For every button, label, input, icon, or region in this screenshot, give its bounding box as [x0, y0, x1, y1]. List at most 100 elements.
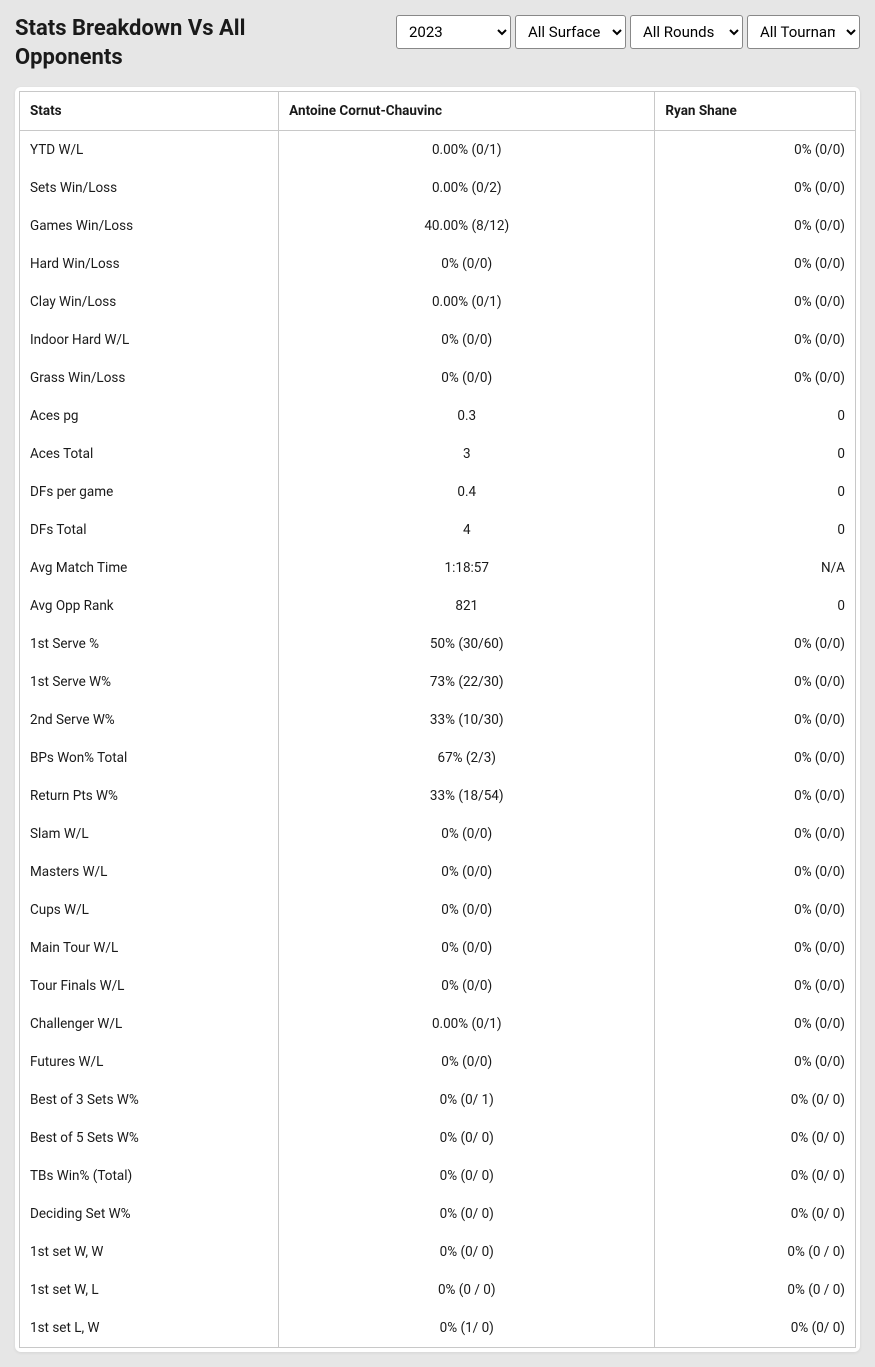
- stat-value-player1: 0% (0 / 0): [279, 1271, 655, 1309]
- col-header-player1: Antoine Cornut-Chauvinc: [279, 92, 655, 131]
- stat-value-player1: 0% (0/ 0): [279, 1119, 655, 1157]
- stat-label: Avg Match Time: [20, 549, 279, 587]
- stat-value-player1: 0% (0/0): [279, 853, 655, 891]
- table-row: Best of 3 Sets W%0% (0/ 1)0% (0/ 0): [20, 1081, 856, 1119]
- col-header-player2: Ryan Shane: [655, 92, 856, 131]
- table-row: Tour Finals W/L0% (0/0)0% (0/0): [20, 967, 856, 1005]
- stat-label: Grass Win/Loss: [20, 359, 279, 397]
- stat-label: Masters W/L: [20, 853, 279, 891]
- stat-value-player1: 3: [279, 435, 655, 473]
- stat-label: Clay Win/Loss: [20, 283, 279, 321]
- col-header-stats: Stats: [20, 92, 279, 131]
- table-row: Challenger W/L0.00% (0/1)0% (0/0): [20, 1005, 856, 1043]
- stat-value-player2: 0% (0/0): [655, 625, 856, 663]
- stat-value-player1: 0.00% (0/1): [279, 283, 655, 321]
- table-row: Grass Win/Loss0% (0/0)0% (0/0): [20, 359, 856, 397]
- table-row: 2nd Serve W%33% (10/30)0% (0/0): [20, 701, 856, 739]
- stat-value-player2: 0% (0/0): [655, 207, 856, 245]
- stat-label: Aces Total: [20, 435, 279, 473]
- round-select[interactable]: All Rounds: [630, 15, 743, 49]
- table-row: 1st set W, W0% (0/ 0)0% (0 / 0): [20, 1233, 856, 1271]
- stat-label: Best of 3 Sets W%: [20, 1081, 279, 1119]
- stat-value-player2: 0% (0/0): [655, 701, 856, 739]
- stat-value-player2: 0% (0/0): [655, 131, 856, 170]
- tournament-select[interactable]: All Tournaments: [747, 15, 860, 49]
- table-row: 1st Serve %50% (30/60)0% (0/0): [20, 625, 856, 663]
- table-row: Hard Win/Loss0% (0/0)0% (0/0): [20, 245, 856, 283]
- stat-value-player1: 4: [279, 511, 655, 549]
- table-row: Slam W/L0% (0/0)0% (0/0): [20, 815, 856, 853]
- stat-value-player1: 0% (0/0): [279, 321, 655, 359]
- table-row: Aces pg0.30: [20, 397, 856, 435]
- stat-label: 1st Serve %: [20, 625, 279, 663]
- surface-select[interactable]: All Surfaces: [515, 15, 626, 49]
- stat-label: YTD W/L: [20, 131, 279, 170]
- stat-value-player2: 0% (0/ 0): [655, 1157, 856, 1195]
- table-row: Deciding Set W%0% (0/ 0)0% (0/ 0): [20, 1195, 856, 1233]
- stat-value-player2: 0% (0/0): [655, 815, 856, 853]
- stat-label: DFs Total: [20, 511, 279, 549]
- table-row: Avg Opp Rank8210: [20, 587, 856, 625]
- stat-value-player2: 0% (0/0): [655, 967, 856, 1005]
- stat-value-player2: 0: [655, 435, 856, 473]
- stat-value-player2: 0% (0/0): [655, 1043, 856, 1081]
- table-row: 1st set L, W0% (1/ 0)0% (0/ 0): [20, 1309, 856, 1348]
- stat-value-player1: 0% (1/ 0): [279, 1309, 655, 1348]
- stat-label: Sets Win/Loss: [20, 169, 279, 207]
- stat-value-player2: 0: [655, 587, 856, 625]
- stat-value-player1: 0.4: [279, 473, 655, 511]
- stat-value-player1: 50% (30/60): [279, 625, 655, 663]
- table-row: BPs Won% Total67% (2/3)0% (0/0): [20, 739, 856, 777]
- stat-value-player2: 0% (0/0): [655, 739, 856, 777]
- table-row: TBs Win% (Total)0% (0/ 0)0% (0/ 0): [20, 1157, 856, 1195]
- stat-label: Tour Finals W/L: [20, 967, 279, 1005]
- stat-value-player1: 0.00% (0/1): [279, 131, 655, 170]
- stat-value-player1: 0% (0/ 0): [279, 1195, 655, 1233]
- stat-label: Cups W/L: [20, 891, 279, 929]
- stat-value-player1: 33% (18/54): [279, 777, 655, 815]
- stat-label: Best of 5 Sets W%: [20, 1119, 279, 1157]
- filter-bar: 2023 All Surfaces All Rounds All Tournam…: [396, 15, 860, 49]
- stat-value-player2: 0% (0/ 0): [655, 1309, 856, 1348]
- table-row: Games Win/Loss40.00% (8/12)0% (0/0): [20, 207, 856, 245]
- stat-value-player2: 0% (0/0): [655, 1005, 856, 1043]
- stat-value-player2: 0% (0 / 0): [655, 1271, 856, 1309]
- stat-label: Return Pts W%: [20, 777, 279, 815]
- stat-value-player2: 0% (0/0): [655, 169, 856, 207]
- stat-value-player2: 0% (0 / 0): [655, 1233, 856, 1271]
- table-row: DFs per game0.40: [20, 473, 856, 511]
- stat-value-player2: 0: [655, 397, 856, 435]
- table-row: Best of 5 Sets W%0% (0/ 0)0% (0/ 0): [20, 1119, 856, 1157]
- table-row: Clay Win/Loss0.00% (0/1)0% (0/0): [20, 283, 856, 321]
- stat-value-player1: 0% (0/0): [279, 1043, 655, 1081]
- stat-value-player2: 0% (0/0): [655, 663, 856, 701]
- stat-value-player1: 1:18:57: [279, 549, 655, 587]
- stat-value-player1: 0% (0/0): [279, 891, 655, 929]
- stat-label: 1st Serve W%: [20, 663, 279, 701]
- stat-value-player2: 0% (0/0): [655, 321, 856, 359]
- stat-value-player1: 821: [279, 587, 655, 625]
- stat-label: Avg Opp Rank: [20, 587, 279, 625]
- stat-value-player2: 0: [655, 473, 856, 511]
- stat-label: 1st set W, W: [20, 1233, 279, 1271]
- year-select[interactable]: 2023: [396, 15, 511, 49]
- stat-value-player2: 0% (0/0): [655, 891, 856, 929]
- table-row: Masters W/L0% (0/0)0% (0/0): [20, 853, 856, 891]
- stat-value-player2: 0% (0/0): [655, 245, 856, 283]
- stat-label: Challenger W/L: [20, 1005, 279, 1043]
- table-row: Return Pts W%33% (18/54)0% (0/0): [20, 777, 856, 815]
- table-row: Indoor Hard W/L0% (0/0)0% (0/0): [20, 321, 856, 359]
- stat-label: Hard Win/Loss: [20, 245, 279, 283]
- table-row: Avg Match Time1:18:57N/A: [20, 549, 856, 587]
- table-row: DFs Total40: [20, 511, 856, 549]
- stat-value-player1: 0.00% (0/2): [279, 169, 655, 207]
- stat-value-player1: 0% (0/ 0): [279, 1157, 655, 1195]
- stat-value-player2: 0% (0/ 0): [655, 1119, 856, 1157]
- page-header: Stats Breakdown Vs All Opponents 2023 Al…: [15, 15, 860, 72]
- stat-label: Deciding Set W%: [20, 1195, 279, 1233]
- stat-label: Slam W/L: [20, 815, 279, 853]
- stat-label: Main Tour W/L: [20, 929, 279, 967]
- table-row: Futures W/L0% (0/0)0% (0/0): [20, 1043, 856, 1081]
- stat-label: BPs Won% Total: [20, 739, 279, 777]
- table-header-row: Stats Antoine Cornut-Chauvinc Ryan Shane: [20, 92, 856, 131]
